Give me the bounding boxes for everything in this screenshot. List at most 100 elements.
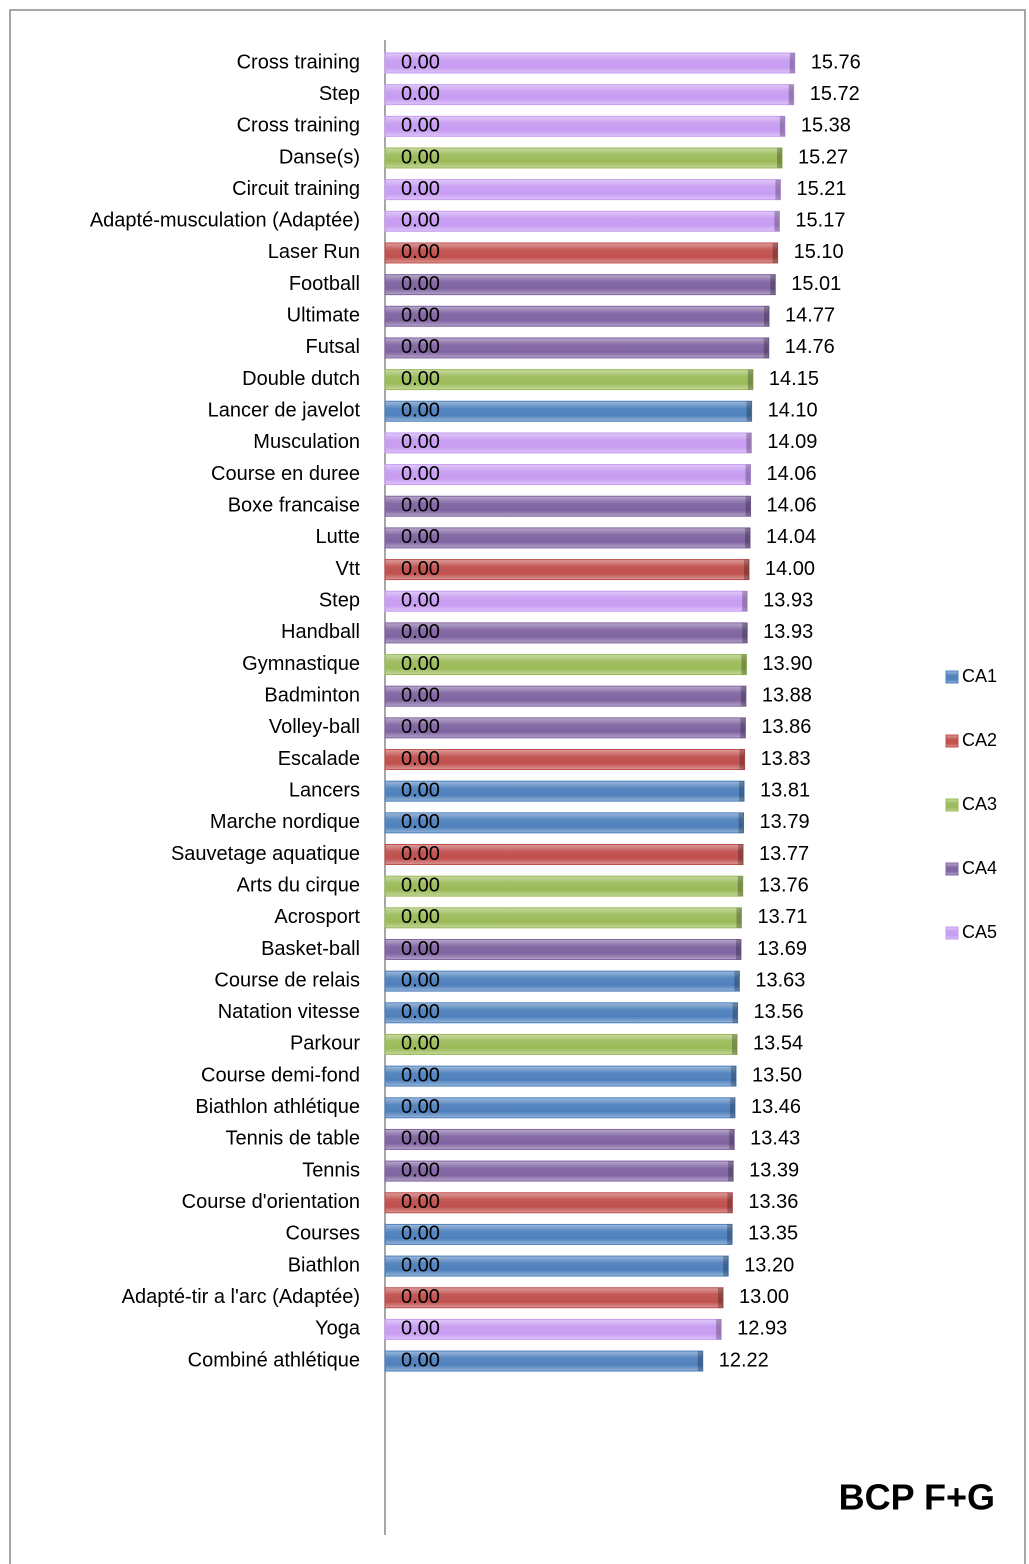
bar-shade <box>764 306 770 327</box>
inner-label: 0.00 <box>401 621 440 643</box>
value-label: 12.93 <box>737 1318 787 1340</box>
category-label: Cross training <box>237 51 360 73</box>
inner-label: 0.00 <box>401 558 440 580</box>
bar <box>384 685 747 707</box>
value-label: 14.15 <box>769 368 819 390</box>
category-label: Cross training <box>237 115 360 137</box>
bar-shade <box>735 939 741 960</box>
category-label: Marche nordique <box>210 811 360 833</box>
bar-shade <box>737 876 743 897</box>
legend-swatch <box>945 734 959 748</box>
bar-shade <box>734 971 740 992</box>
bar <box>384 1097 736 1119</box>
legend-swatch <box>945 926 959 940</box>
bar-shade <box>729 1129 735 1150</box>
bar-shade <box>763 337 769 358</box>
bar <box>384 970 740 992</box>
bar <box>384 780 745 802</box>
bar-shade <box>736 907 742 928</box>
inner-label: 0.00 <box>401 874 440 896</box>
category-label: Course en duree <box>211 463 360 485</box>
bar-shade <box>729 1097 735 1118</box>
value-label: 15.01 <box>791 273 841 295</box>
inner-label: 0.00 <box>401 1191 440 1213</box>
category-label: Gymnastique <box>242 653 360 675</box>
inner-label: 0.00 <box>401 115 440 137</box>
bar-shade <box>788 84 794 105</box>
category-label: Badminton <box>264 684 360 706</box>
value-label: 14.76 <box>785 336 835 358</box>
value-label: 15.10 <box>794 241 844 263</box>
inner-label: 0.00 <box>401 210 440 232</box>
bar-shade <box>727 1224 733 1245</box>
value-label: 14.10 <box>768 400 818 422</box>
bar <box>384 432 752 454</box>
bar <box>384 844 744 865</box>
bar-shade <box>745 496 751 517</box>
category-label: Natation vitesse <box>218 1001 360 1023</box>
bar-shade <box>774 211 780 232</box>
category-label: Parkour <box>290 1033 360 1055</box>
inner-label: 0.00 <box>401 273 440 295</box>
bar <box>384 337 770 359</box>
value-label: 13.36 <box>748 1191 798 1213</box>
bar <box>384 1287 724 1309</box>
bar <box>384 527 751 549</box>
inner-label: 0.00 <box>401 653 440 675</box>
value-label: 13.86 <box>761 716 811 738</box>
inner-label: 0.00 <box>401 178 440 200</box>
bar <box>384 1255 729 1277</box>
bar <box>384 210 780 232</box>
category-label: Danse(s) <box>279 146 360 168</box>
bar <box>384 1065 737 1087</box>
value-label: 13.71 <box>757 906 807 928</box>
bar-shade <box>772 242 778 263</box>
value-label: 13.43 <box>750 1128 800 1150</box>
inner-label: 0.00 <box>401 495 440 517</box>
legend-label: CA1 <box>962 666 997 686</box>
value-label: 13.93 <box>763 621 813 643</box>
bar-shade <box>777 147 783 168</box>
value-label: 13.81 <box>760 779 810 801</box>
category-label: Volley-ball <box>269 716 360 738</box>
bar <box>384 84 795 106</box>
bar-shade <box>723 1256 729 1277</box>
inner-label: 0.00 <box>401 526 440 548</box>
inner-label: 0.00 <box>401 906 440 928</box>
bar-shade <box>728 1161 734 1182</box>
legend-swatch <box>945 862 959 876</box>
bar-shade <box>739 749 745 770</box>
bar-shade <box>738 812 744 833</box>
bar <box>384 907 742 929</box>
bar-shade <box>742 591 748 612</box>
bar-shade <box>789 53 795 73</box>
category-label: Football <box>289 273 360 295</box>
value-label: 13.77 <box>759 843 809 865</box>
category-label: Laser Run <box>268 241 360 263</box>
value-label: 13.79 <box>760 811 810 833</box>
bar <box>384 559 750 581</box>
inner-label: 0.00 <box>401 969 440 991</box>
inner-label: 0.00 <box>401 83 440 105</box>
inner-label: 0.00 <box>401 590 440 612</box>
inner-label: 0.00 <box>401 938 440 960</box>
value-label: 14.00 <box>765 558 815 580</box>
category-label: Lutte <box>316 526 360 548</box>
inner-label: 0.00 <box>401 1254 440 1276</box>
category-label: Step <box>319 590 360 612</box>
bar-shade <box>745 464 751 485</box>
category-label: Course de relais <box>214 969 360 991</box>
bar <box>384 1160 734 1182</box>
bar <box>384 1350 704 1372</box>
inner-label: 0.00 <box>401 1349 440 1371</box>
inner-label: 0.00 <box>401 684 440 706</box>
inner-label: 0.00 <box>401 463 440 485</box>
inner-label: 0.00 <box>401 431 440 453</box>
inner-label: 0.00 <box>401 748 440 770</box>
value-label: 13.50 <box>752 1064 802 1086</box>
category-label: Basket-ball <box>261 938 360 960</box>
category-label: Escalade <box>278 748 360 770</box>
value-label: 13.69 <box>757 938 807 960</box>
bar <box>384 400 753 422</box>
category-label: Boxe francaise <box>228 495 360 517</box>
